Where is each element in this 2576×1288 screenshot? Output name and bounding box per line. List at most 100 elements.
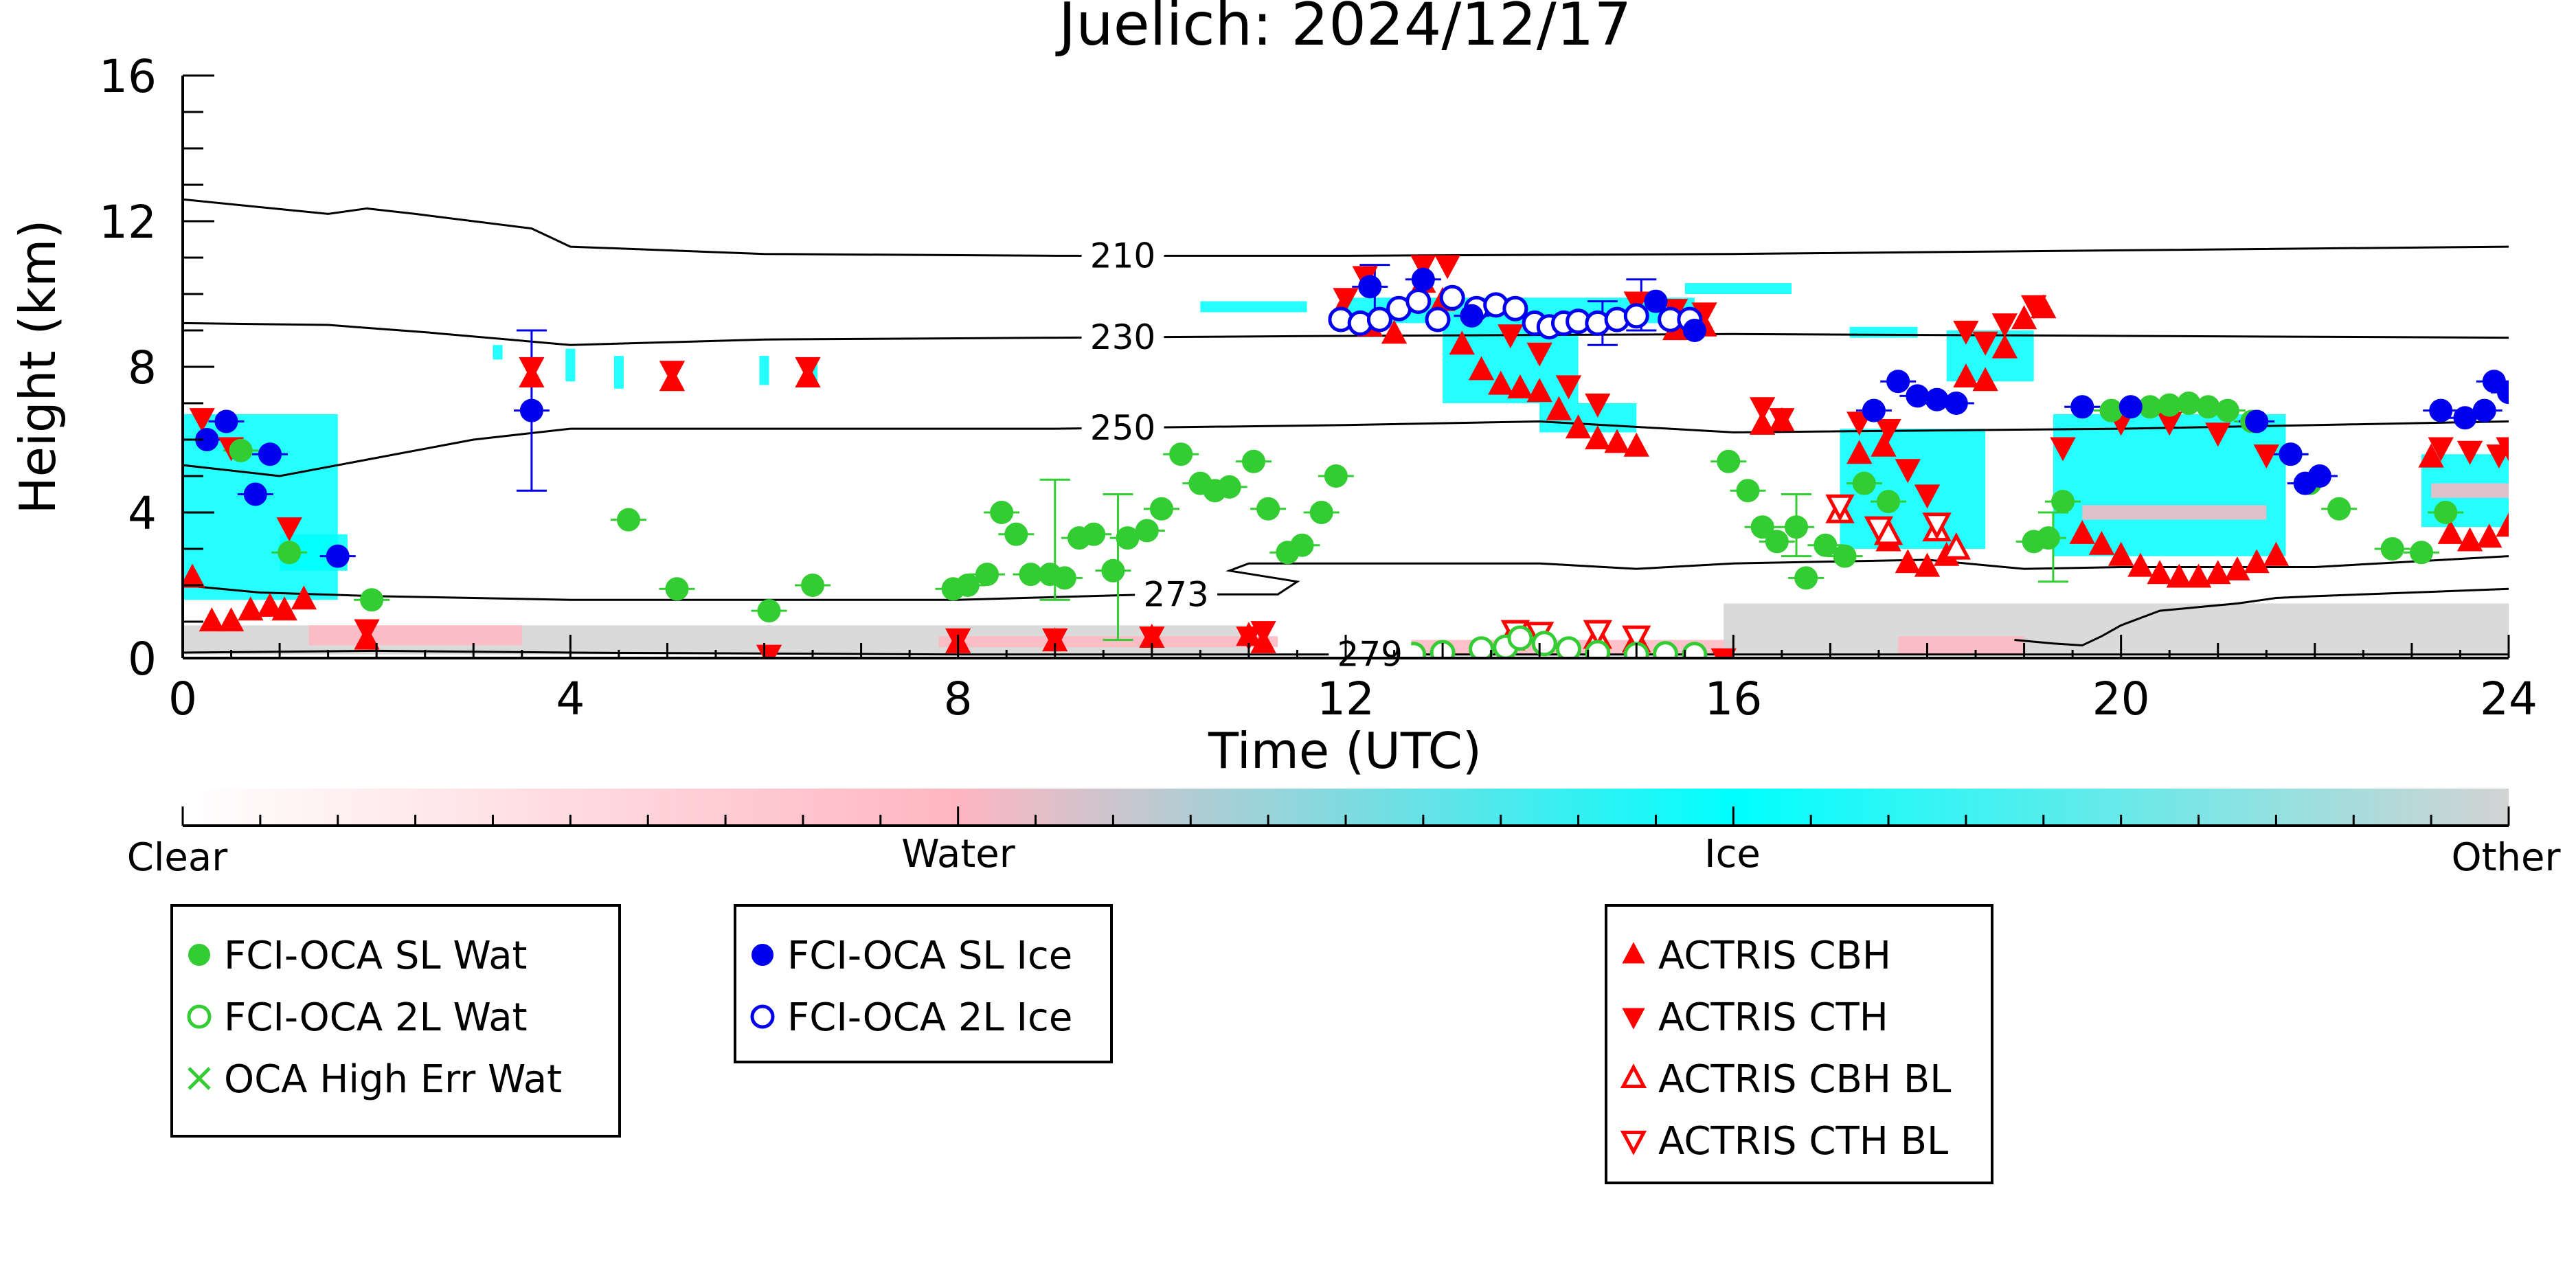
isotherm-line-210	[183, 198, 2509, 257]
legend-marker	[187, 1004, 212, 1029]
data-point-fci-oca-sl-ice	[519, 398, 543, 422]
x-tick-label: 20	[2092, 673, 2150, 725]
data-point-fci-oca-sl-wat	[1217, 475, 1241, 499]
data-point-fci-oca-sl-wat	[1052, 566, 1076, 590]
data-point-fci-oca-sl-wat	[2434, 501, 2458, 524]
isotherm-label-273: 273	[1143, 574, 1208, 614]
data-point-actris-cbh	[1507, 374, 1533, 398]
phase-region	[613, 356, 624, 389]
data-point-actris-cbh	[291, 585, 317, 610]
data-point-fci-oca-sl-ice	[2453, 406, 2477, 430]
data-point-actris-cbh	[2166, 563, 2192, 588]
data-point-fci-oca-sl-wat	[1765, 530, 1789, 554]
legend-marker	[1622, 942, 1645, 964]
isotherm-label-279: 279	[1337, 635, 1403, 675]
data-point-actris-cth-bl	[1622, 625, 1651, 653]
data-point-actris-cbh	[2476, 523, 2502, 548]
data-point-fci-oca-sl-ice	[2497, 381, 2509, 405]
isotherm-line-273	[183, 555, 2509, 601]
phase-region	[493, 345, 503, 360]
data-point-fci-oca-sl-wat	[1309, 501, 1333, 524]
data-point-fci-oca-2l-ice	[1439, 284, 1465, 310]
ticks: 0 4 8 12 16 20 24 0 4 8 12 16	[99, 50, 2538, 725]
colorbar-label-ice: Ice	[1704, 832, 1761, 877]
x-axis-label: Time (UTC)	[1208, 722, 1482, 780]
data-point-actris-cbh	[1623, 432, 1649, 457]
data-point-actris-cth	[2253, 444, 2279, 469]
data-point-fci-oca-sl-wat	[616, 508, 640, 532]
data-point-fci-oca-sl-wat	[1082, 522, 1106, 546]
legend-label: ACTRIS CBH	[1658, 934, 1891, 978]
data-point-fci-oca-sl-wat	[1101, 558, 1125, 583]
phase-region	[1200, 301, 1307, 313]
data-point-actris-cth	[1972, 331, 1998, 356]
data-point-actris-cbh	[2108, 541, 2134, 566]
data-point-actris-cth	[2050, 437, 2076, 462]
legend-label: ACTRIS CTH	[1658, 995, 1888, 1040]
data-point-actris-cth	[354, 619, 380, 644]
data-point-fci-oca-sl-wat	[757, 599, 781, 623]
data-point-fci-oca-sl-wat	[1116, 526, 1140, 550]
phase-region	[2082, 505, 2267, 520]
data-point-actris-cbh	[257, 592, 283, 617]
data-point-fci-oca-2l-wat	[1585, 640, 1611, 658]
data-point-fci-oca-sl-wat	[1750, 515, 1774, 539]
data-point-fci-oca-2l-wat	[1531, 631, 1557, 657]
data-point-actris-cbh	[1749, 410, 1776, 435]
legend-marker	[1620, 1130, 1647, 1155]
data-point-actris-cbh	[271, 596, 297, 621]
data-point-actris-cbh	[2011, 305, 2037, 330]
data-point-fci-oca-sl-wat	[2215, 398, 2239, 422]
chart-title: Juelich: 2024/12/17	[1055, 0, 1631, 59]
data-point-actris-cth	[1875, 419, 1901, 443]
data-point-actris-cbh	[2496, 512, 2509, 537]
data-point-fci-oca-sl-ice	[214, 409, 238, 433]
data-point-fci-oca-sl-ice	[1944, 392, 1968, 415]
isotherm-label-210: 210	[1090, 236, 1155, 275]
data-point-actris-cbh	[2224, 556, 2250, 580]
data-point-actris-cth	[1585, 393, 1611, 418]
data-point-fci-oca-2l-ice	[1366, 306, 1392, 332]
legend-label: FCI-OCA SL Ice	[787, 934, 1072, 978]
data-point-actris-cth	[2428, 437, 2454, 462]
data-point-actris-cth	[1749, 397, 1776, 422]
data-point-fci-oca-sl-wat	[2327, 497, 2351, 521]
data-point-fci-oca-sl-wat	[990, 501, 1014, 524]
legend-1: FCI-OCA SL Wat FCI-OCA 2L Wat OCA High Err…	[170, 904, 621, 1138]
data-point-fci-oca-2l-ice	[1405, 289, 1432, 315]
data-point-actris-cth-bl	[1825, 494, 1855, 522]
y-tick-label: 16	[99, 50, 157, 103]
legend-2: FCI-OCA SL Ice FCI-OCA 2L Ice	[734, 904, 1113, 1063]
data-point-actris-cth	[1526, 342, 1552, 367]
data-point-actris-cbh	[2147, 560, 2173, 585]
data-point-fci-oca-sl-wat	[1833, 544, 1857, 568]
isotherm-label-250: 250	[1090, 408, 1155, 448]
data-point-actris-cth	[1953, 320, 1979, 345]
data-point-fci-oca-sl-wat	[2196, 395, 2220, 419]
legend-frame	[170, 904, 621, 1138]
data-point-fci-oca-sl-wat	[278, 541, 302, 565]
data-point-fci-oca-sl-wat	[360, 588, 384, 612]
data-point-fci-oca-sl-ice	[2472, 398, 2496, 422]
data-point-fci-oca-sl-ice	[2070, 395, 2094, 419]
legend-marker	[750, 1004, 775, 1029]
data-point-actris-cbh-bl	[1941, 532, 1971, 560]
y-tick-label: 4	[128, 487, 157, 540]
data-point-fci-oca-sl-wat	[1149, 497, 1173, 521]
legend-label: FCI-OCA SL Wat	[224, 934, 528, 978]
legend-label: ACTRIS CTH BL	[1658, 1119, 1948, 1164]
legend-marker	[752, 944, 773, 966]
data-point-fci-oca-sl-ice	[2279, 442, 2303, 466]
data-point-fci-oca-2l-wat	[1507, 625, 1533, 651]
data-point-actris-cth-bl	[1864, 516, 1894, 544]
legend-label: ACTRIS CBH BL	[1658, 1057, 1951, 1102]
data-point-actris-cbh	[2069, 519, 2095, 544]
data-point-fci-oca-sl-wat	[1785, 515, 1809, 539]
x-tick-label: 0	[168, 673, 197, 725]
data-point-fci-oca-sl-wat	[2380, 537, 2404, 561]
x-tick-label: 16	[1704, 673, 1762, 725]
phase-region	[1684, 283, 1792, 294]
phase-region	[759, 356, 769, 385]
data-point-actris-cbh	[1488, 370, 1514, 395]
legend-marker	[1620, 1063, 1647, 1089]
